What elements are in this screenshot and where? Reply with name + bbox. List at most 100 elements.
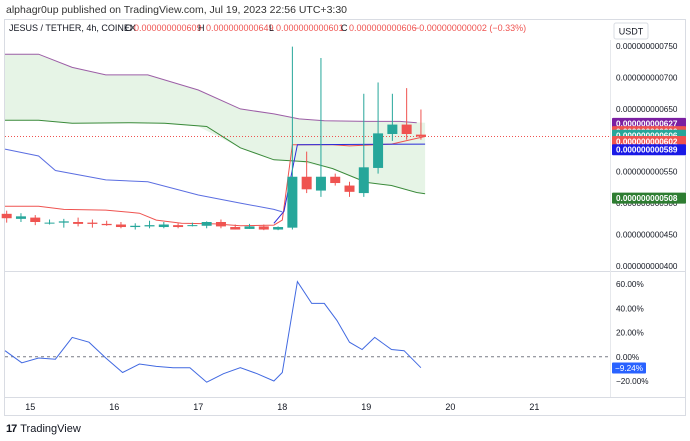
candle-body [173,225,184,228]
candle[interactable] [215,219,226,229]
candle-body [415,134,426,137]
candle-body [344,185,355,192]
candle-body [73,222,84,224]
price-tick-label: 0.000000000650 [616,105,678,114]
oscillator-tag [612,362,646,374]
candle[interactable] [344,181,355,197]
candle-body [215,222,226,227]
red-baseline [5,136,426,227]
candle[interactable] [244,223,255,229]
candle[interactable] [301,151,312,194]
candle-body [287,176,298,228]
candle[interactable] [158,222,169,229]
candle-body [230,227,241,230]
candle-body [258,226,269,230]
candle-body [330,176,341,184]
oscillator-tick-label: −20.00% [616,377,649,386]
candle-body [158,224,169,228]
legend-change: −0.000000000002 (−0.33%) [414,23,526,33]
oscillator-tick-label: 20.00% [616,329,644,338]
candle-body [201,222,212,226]
time-tick-label: 18 [277,402,287,412]
legend-symbol: JESUS / TETHER, 4h, COINEX [9,23,136,33]
candle-body [30,217,41,222]
candle[interactable] [287,46,298,230]
candle[interactable] [201,221,212,229]
candle[interactable] [44,219,55,225]
price-pane [1,46,610,231]
currency-badge-label: USDT [619,27,644,37]
candle-body [387,124,398,134]
price-tag [612,192,686,204]
upper-band-line [5,53,417,124]
legend-open-label: O [125,23,132,33]
price-tick-label: 0.000000000500 [616,199,678,208]
price-tick-label: 0.000000000450 [616,231,678,240]
candle[interactable] [101,220,112,226]
candle[interactable] [230,224,241,230]
time-tick-label: 20 [445,402,455,412]
legend-high-value: 0.000000000649 [206,23,274,33]
candle-body [401,124,412,134]
candle[interactable] [87,219,98,228]
candle-body [244,226,255,229]
candle-body [315,176,326,191]
candle[interactable] [273,226,284,231]
price-tag-label: 0.000000000627 [616,119,678,128]
candle[interactable] [15,213,26,222]
candle[interactable] [130,223,141,230]
oscillator-tag-label: −9.24% [615,364,643,373]
candle[interactable] [73,217,84,227]
candle[interactable] [358,93,369,197]
oscillator-pane [4,280,610,383]
oscillator-tick-label: 0.00% [616,353,639,362]
candle-body [187,225,198,227]
candle-body [115,224,126,228]
footer: 17 TradingView [6,423,81,435]
legend-open-value: 0.000000000609 [134,23,202,33]
candle-body [44,222,55,224]
candle[interactable] [330,173,341,186]
middle-band-line [5,119,426,195]
candle-body [15,216,26,219]
candle-body [1,213,12,219]
candle[interactable] [58,218,69,228]
candle-body [358,167,369,194]
candle[interactable] [387,93,398,141]
lower-band-line [4,148,283,213]
price-tick-label: 0.000000000400 [616,262,678,271]
oscillator-tick-label: 40.00% [616,304,644,313]
candle[interactable] [258,224,269,231]
candle-body [144,225,155,227]
candle-body [273,227,284,230]
candle[interactable] [173,223,184,229]
candle-body [58,221,69,223]
price-tag [612,144,686,156]
candle[interactable] [373,82,384,174]
price-tag-label: 0.000000000589 [616,146,678,155]
candle[interactable] [1,210,12,223]
candle[interactable] [187,222,198,227]
time-tick-label: 21 [529,402,539,412]
axes: 0.000000000750 0.000000000700 0.0000000006… [25,42,686,412]
legend-low-value: 0.000000000601 [276,23,344,33]
candle[interactable] [401,88,412,140]
publish-caption: alphagr0up published on TradingView.com,… [6,4,347,16]
candle-body [87,222,98,224]
price-tick-label: 0.000000000700 [616,73,678,82]
candle[interactable] [115,222,126,229]
price-tag [612,117,686,129]
oscillator-tick-label: 60.00% [616,280,644,289]
candle[interactable] [30,215,41,226]
candle[interactable] [315,57,326,197]
oscillator-line [4,280,422,383]
candle-body [373,133,384,168]
price-tag-label: 0.000000000606 [616,131,678,140]
currency-badge[interactable] [613,22,649,40]
cloud-fill [5,54,426,194]
candle[interactable] [144,220,155,229]
time-tick-label: 16 [109,402,119,412]
candle[interactable] [415,109,426,140]
price-tick-label: 0.000000000750 [616,42,678,51]
